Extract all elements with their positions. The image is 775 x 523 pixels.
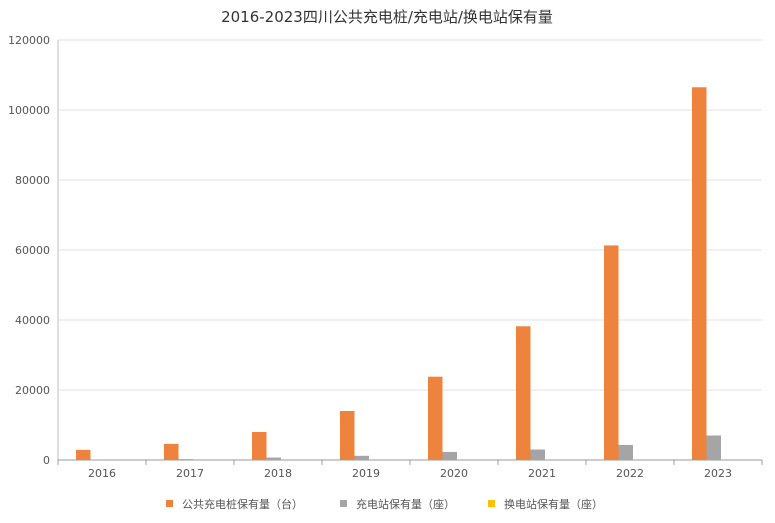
- bar-充电站保有量（座）-2019[interactable]: [354, 455, 370, 460]
- x-tick-label: 2022: [616, 467, 644, 480]
- x-tick-label: 2021: [528, 467, 556, 480]
- y-tick-label: 120000: [8, 34, 50, 47]
- axes: [57, 40, 763, 465]
- bar-公共充电桩保有量（台）-2018[interactable]: [252, 432, 267, 460]
- y-tick-label: 100000: [8, 104, 50, 117]
- legend-swatch: [166, 500, 173, 507]
- bar-公共充电桩保有量（台）-2016[interactable]: [76, 449, 91, 460]
- y-tick-label: 20000: [15, 384, 50, 397]
- bar-充电站保有量（座）-2016[interactable]: [90, 459, 106, 460]
- x-tick-label: 2018: [264, 467, 292, 480]
- legend-swatch: [488, 500, 495, 507]
- legend-label: 公共充电桩保有量（台）: [182, 497, 303, 511]
- bar-公共充电桩保有量（台）-2017[interactable]: [164, 443, 179, 460]
- bar-充电站保有量（座）-2020[interactable]: [442, 451, 458, 460]
- y-tick-label: 80000: [15, 174, 50, 187]
- bar-充电站保有量（座）-2017[interactable]: [178, 459, 194, 460]
- bar-充电站保有量（座）-2023[interactable]: [706, 435, 722, 461]
- bar-充电站保有量（座）-2018[interactable]: [266, 457, 282, 460]
- legend-swatch: [340, 500, 347, 507]
- y-tick-label: 0: [43, 454, 50, 467]
- bar-公共充电桩保有量（台）-2021[interactable]: [516, 326, 531, 460]
- y-tick-label: 40000: [15, 314, 50, 327]
- bar-充电站保有量（座）-2022[interactable]: [618, 444, 634, 460]
- x-tick-label: 2017: [176, 467, 204, 480]
- x-tick-label: 2020: [440, 467, 468, 480]
- x-tick-label: 2023: [704, 467, 732, 480]
- chart-title: 2016-2023四川公共充电桩/充电站/换电站保有量: [221, 8, 553, 26]
- grid-lines: [58, 39, 762, 391]
- legend-label: 充电站保有量（座）: [356, 497, 455, 511]
- bars: [76, 87, 721, 460]
- bar-公共充电桩保有量（台）-2022[interactable]: [604, 245, 619, 460]
- y-tick-label: 60000: [15, 244, 50, 257]
- bar-公共充电桩保有量（台）-2020[interactable]: [428, 376, 443, 460]
- x-tick-label: 2016: [88, 467, 116, 480]
- tick-labels: 0 20000 40000 60000 80000 100000 120000 2016 201…: [8, 34, 732, 480]
- bar-公共充电桩保有量（台）-2023[interactable]: [692, 87, 707, 460]
- legend-label: 换电站保有量（座）: [504, 497, 603, 511]
- legend: 公共充电桩保有量（台） 充电站保有量（座） 换电站保有量（座）: [166, 497, 603, 511]
- bar-充电站保有量（座）-2021[interactable]: [530, 449, 546, 461]
- bar-公共充电桩保有量（台）-2019[interactable]: [340, 411, 355, 460]
- x-tick-label: 2019: [352, 467, 380, 480]
